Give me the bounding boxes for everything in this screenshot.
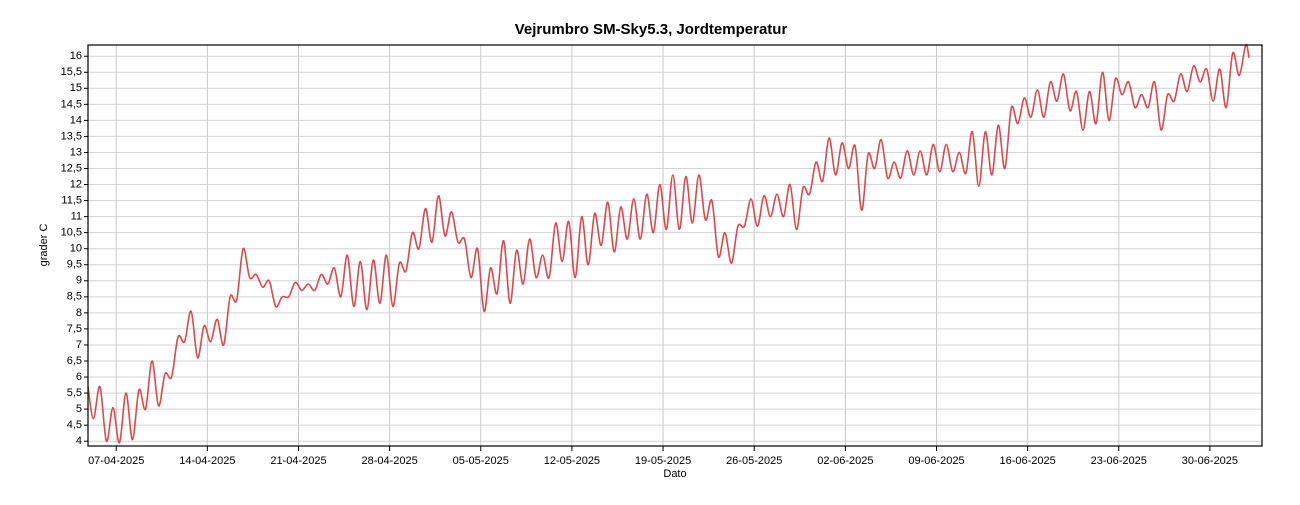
y-tick-label: 11,5 [61,194,82,206]
y-tick-label: 5 [76,403,82,415]
y-tick-label: 15,5 [61,66,82,78]
x-tick-label: 23-06-2025 [1091,455,1147,467]
x-tick-label: 14-04-2025 [179,455,235,467]
y-axis-label: grader C [38,224,50,267]
y-tick-label: 7,5 [67,323,82,335]
chart-title: Vejrumbro SM-Sky5.3, Jordtemperatur [515,21,788,38]
y-tick-label: 9,5 [67,259,82,271]
y-tick-label: 9 [76,275,82,287]
y-tick-label: 16 [70,50,82,62]
y-tick-label: 13,5 [61,130,82,142]
x-axis-label: Dato [663,468,686,480]
y-tick-label: 14,5 [61,98,82,110]
y-tick-label: 8,5 [67,291,82,303]
y-tick-label: 4,5 [67,419,82,431]
x-tick-label: 02-06-2025 [817,455,873,467]
x-tick-label: 05-05-2025 [453,455,509,467]
x-tick-label: 26-05-2025 [726,455,782,467]
x-tick-label: 28-04-2025 [361,455,417,467]
y-tick-label: 13 [70,146,82,158]
y-tick-label: 6,5 [67,355,82,367]
y-tick-label: 10,5 [61,227,82,239]
y-tick-label: 14 [70,114,82,126]
y-tick-label: 12 [70,178,82,190]
x-tick-label: 30-06-2025 [1182,455,1238,467]
plot-frame [87,44,1263,447]
y-tick-label: 6 [76,371,82,383]
y-tick-label: 11 [71,211,82,223]
x-tick-label: 19-05-2025 [635,455,691,467]
y-tick-label: 5,5 [67,387,82,399]
y-tick-label: 12,5 [61,162,82,174]
data-line [87,43,1250,444]
x-tick-label: 16-06-2025 [999,455,1055,467]
y-tick-label: 8 [76,307,82,319]
y-tick-label: 7 [76,339,82,351]
y-tick-label: 15 [70,82,82,94]
x-tick-label: 12-05-2025 [544,455,600,467]
x-tick-label: 09-06-2025 [908,455,964,467]
y-tick-label: 4 [76,435,82,447]
x-tick-label: 07-04-2025 [88,455,144,467]
y-tick-label: 10 [70,243,82,255]
x-tick-label: 21-04-2025 [270,455,326,467]
